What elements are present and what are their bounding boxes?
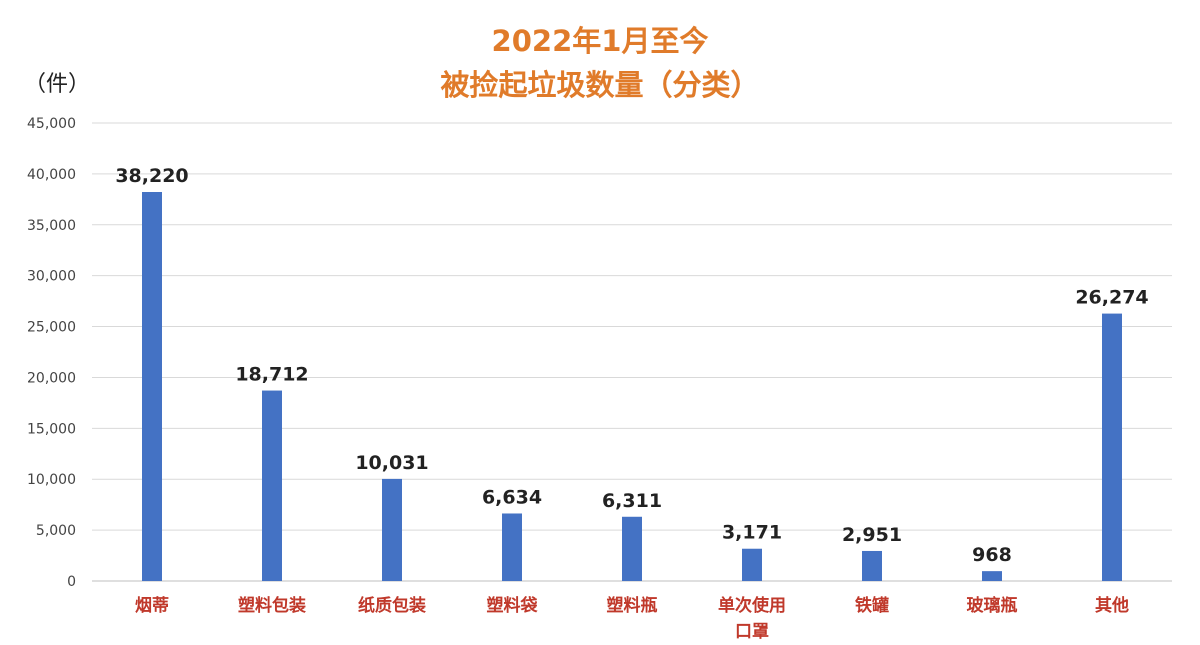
y-tick-label: 15,000 xyxy=(27,421,76,437)
y-tick-label: 0 xyxy=(67,574,76,590)
y-tick-label: 10,000 xyxy=(27,472,76,488)
category-label: 单次使用 xyxy=(718,595,786,616)
data-label: 26,274 xyxy=(1075,287,1148,309)
y-tick-label: 35,000 xyxy=(27,218,76,234)
y-tick-label: 5,000 xyxy=(36,523,76,539)
category-label: 塑料袋 xyxy=(487,595,539,616)
y-tick-label: 30,000 xyxy=(27,269,76,285)
category-label: 其他 xyxy=(1095,595,1129,616)
bar xyxy=(1102,313,1122,581)
data-label: 6,634 xyxy=(482,486,542,508)
bar xyxy=(862,550,882,581)
category-label: 玻璃瓶 xyxy=(967,595,1018,616)
category-label: 塑料瓶 xyxy=(607,595,658,616)
data-label: 10,031 xyxy=(355,452,428,474)
category-label: 铁罐 xyxy=(855,595,889,616)
y-axis-ticks: 0 5,000 10,000 15,000 20,000 25,000 30,000 35,0… xyxy=(27,116,76,590)
bar xyxy=(502,513,522,581)
data-labels: 38,220 18,712 10,031 6,634 6,311 3,171 2,951 96… xyxy=(115,165,1148,566)
gridlines xyxy=(92,122,1172,582)
y-tick-label: 45,000 xyxy=(27,116,76,132)
bar xyxy=(262,390,282,581)
category-label: 塑料包装 xyxy=(238,595,306,616)
bar xyxy=(142,192,162,581)
bar xyxy=(622,516,642,581)
data-label: 2,951 xyxy=(842,524,902,546)
data-label: 3,171 xyxy=(722,522,782,544)
bar xyxy=(382,478,402,581)
chart-title-line2: 被捡起垃圾数量（分类） xyxy=(440,68,760,102)
category-label: 纸质包装 xyxy=(358,595,426,616)
y-tick-label: 25,000 xyxy=(27,320,76,336)
y-tick-label: 40,000 xyxy=(27,167,76,183)
y-axis-unit-label: （件） xyxy=(24,72,91,97)
bars xyxy=(142,192,1122,581)
bar xyxy=(982,571,1002,581)
chart-title-line1: 2022年1月至今 xyxy=(491,24,709,58)
data-label: 38,220 xyxy=(115,165,188,187)
category-label: 口罩 xyxy=(735,622,769,642)
data-label: 968 xyxy=(972,544,1012,566)
data-label: 18,712 xyxy=(235,364,308,386)
y-tick-label: 20,000 xyxy=(27,370,76,386)
data-label: 6,311 xyxy=(602,490,662,512)
category-label: 烟蒂 xyxy=(135,595,169,616)
bar xyxy=(742,548,762,581)
